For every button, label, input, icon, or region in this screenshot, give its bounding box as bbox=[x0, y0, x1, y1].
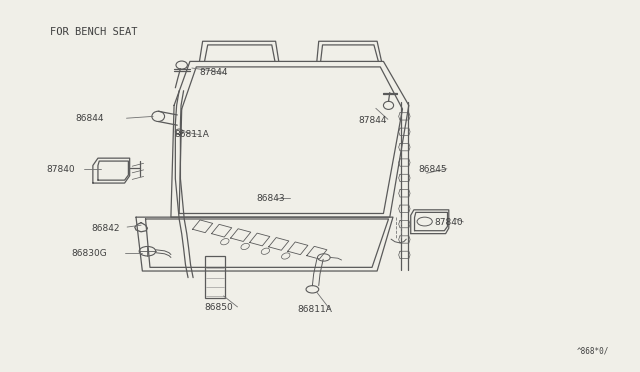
Text: 86811A: 86811A bbox=[174, 130, 209, 139]
Text: 87844: 87844 bbox=[358, 116, 387, 125]
Text: 86843: 86843 bbox=[257, 194, 285, 203]
Text: 86845: 86845 bbox=[419, 165, 447, 174]
Text: 86830G: 86830G bbox=[71, 249, 107, 258]
Bar bbox=[205, 256, 225, 298]
Text: FOR BENCH SEAT: FOR BENCH SEAT bbox=[51, 26, 138, 36]
Text: 87840: 87840 bbox=[46, 165, 74, 174]
Text: 86850: 86850 bbox=[205, 303, 234, 312]
Text: 86844: 86844 bbox=[76, 114, 104, 123]
Text: ^868*0/: ^868*0/ bbox=[576, 346, 609, 355]
Text: 86811A: 86811A bbox=[298, 305, 333, 314]
Text: 87840: 87840 bbox=[434, 218, 463, 227]
Text: 86842: 86842 bbox=[92, 224, 120, 232]
Text: 87844: 87844 bbox=[200, 68, 228, 77]
